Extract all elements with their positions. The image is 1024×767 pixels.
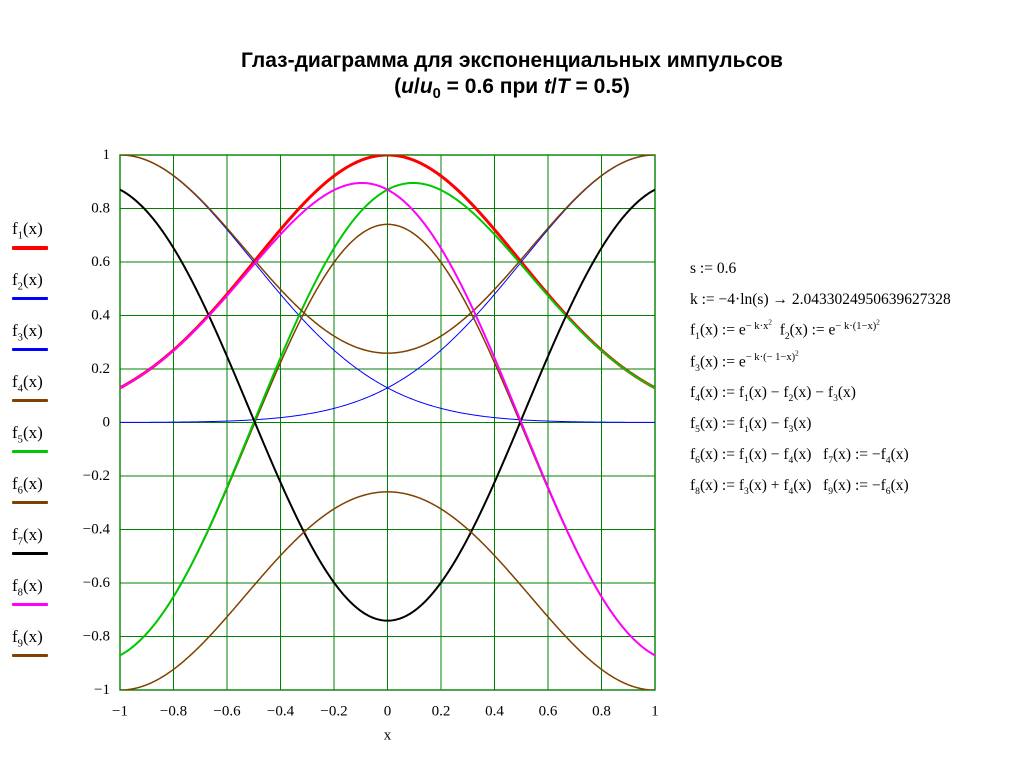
formula-row-4: f3(x) := e− k·(− 1−x)2: [690, 348, 951, 378]
legend-item-f5: f5(x): [12, 424, 48, 453]
ytick-label: 1: [103, 147, 111, 163]
legend-label: f4(x): [12, 373, 48, 395]
ytick-label: 0.4: [91, 308, 110, 324]
xtick-label: 0.4: [485, 704, 504, 720]
legend-item-f9: f9(x): [12, 628, 48, 657]
legend-swatch: [12, 297, 48, 300]
legend-label: f9(x): [12, 628, 48, 650]
ytick-label: −0.8: [83, 629, 110, 645]
xtick-label: −0.8: [160, 704, 187, 720]
x-axis-label: x: [384, 728, 392, 744]
xtick-label: 0.8: [592, 704, 611, 720]
formula-row-6: f5(x) := f1(x) − f3(x): [690, 410, 951, 439]
formula-row-7: f6(x) := f1(x) − f4(x) f7(x) := −f4(x): [690, 441, 951, 470]
formula-row-8: f8(x) := f3(x) + f4(x) f9(x) := −f6(x): [690, 472, 951, 501]
legend-label: f8(x): [12, 577, 48, 599]
legend-swatch: [12, 603, 48, 606]
legend-item-f6: f6(x): [12, 475, 48, 504]
formula-row-3: f1(x) := e− k·x2 f2(x) := e− k·(1−x)2: [690, 316, 951, 346]
legend-label: f5(x): [12, 424, 48, 446]
ytick-label: 0.8: [91, 201, 110, 217]
ytick-label: 0.2: [91, 361, 110, 377]
xtick-label: −0.6: [213, 704, 241, 720]
legend-swatch: [12, 654, 48, 657]
legend-swatch: [12, 450, 48, 453]
ytick-label: −0.4: [83, 522, 111, 538]
ytick-label: 0.6: [91, 254, 110, 270]
legend-label: f3(x): [12, 322, 48, 344]
xtick-label: 0.6: [539, 704, 558, 720]
legend-item-f4: f4(x): [12, 373, 48, 402]
xtick-label: −0.4: [267, 704, 295, 720]
legend-item-f3: f3(x): [12, 322, 48, 351]
ytick-label: −0.2: [83, 468, 110, 484]
formula-row-1: s := 0.6: [690, 255, 951, 284]
formula-row-5: f4(x) := f1(x) − f2(x) − f3(x): [690, 379, 951, 408]
legend-label: f6(x): [12, 475, 48, 497]
xtick-label: −0.2: [320, 704, 347, 720]
ytick-label: −0.6: [83, 575, 111, 591]
legend-label: f2(x): [12, 271, 48, 293]
legend-item-f7: f7(x): [12, 526, 48, 555]
legend-swatch: [12, 348, 48, 351]
legend-swatch: [12, 246, 48, 250]
ytick-label: −1: [94, 682, 110, 698]
formula-row-2: k := −4·ln(s) → 2.0433024950639627328: [690, 286, 951, 315]
formulas-panel: s := 0.6k := −4·ln(s) → 2.04330249506396…: [690, 255, 951, 503]
ytick-label: 0: [103, 415, 111, 431]
legend-label: f1(x): [12, 220, 48, 242]
xtick-label: 0.2: [432, 704, 451, 720]
legend-swatch: [12, 399, 48, 402]
xtick-label: −1: [112, 704, 128, 720]
legend-item-f8: f8(x): [12, 577, 48, 606]
legend-label: f7(x): [12, 526, 48, 548]
legend-item-f2: f2(x): [12, 271, 48, 300]
legend-item-f1: f1(x): [12, 220, 48, 250]
legend-swatch: [12, 552, 48, 555]
xtick-label: 0: [384, 704, 392, 720]
xtick-label: 1: [651, 704, 659, 720]
legend-swatch: [12, 501, 48, 504]
